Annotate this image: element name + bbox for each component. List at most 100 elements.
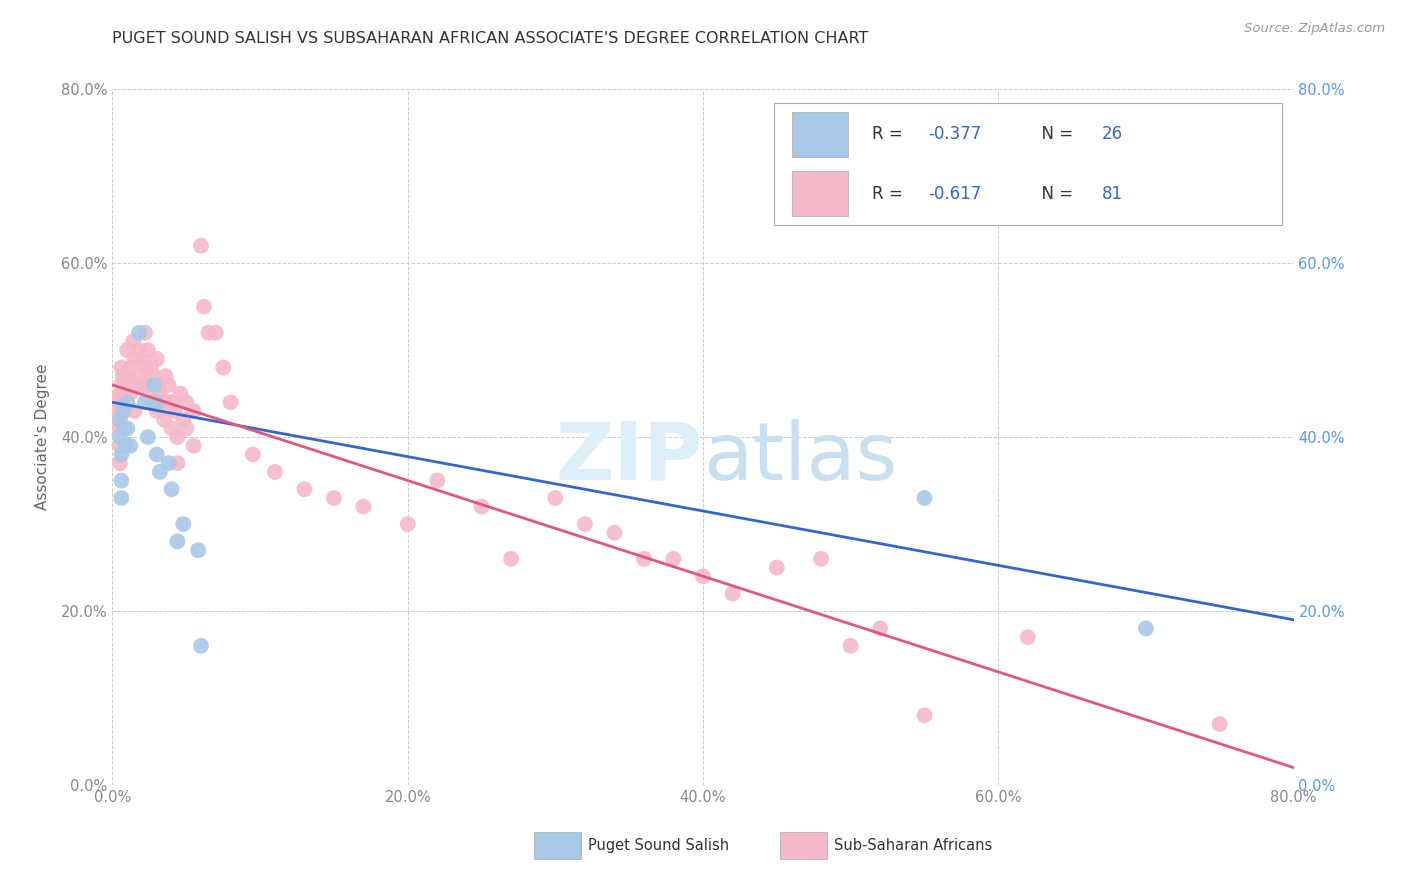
Point: [110, 360, 132, 375]
Point: [292, 482, 315, 496]
Point: [108, 430, 131, 444]
Point: [142, 395, 165, 409]
Point: [212, 360, 235, 375]
Point: [131, 377, 153, 392]
Text: Puget Sound Salish: Puget Sound Salish: [588, 838, 728, 853]
Point: [136, 343, 159, 357]
Point: [134, 360, 156, 375]
Point: [146, 447, 169, 462]
Point: [146, 377, 169, 392]
Point: [172, 412, 194, 426]
Point: [264, 465, 287, 479]
Point: [166, 456, 188, 470]
Point: [110, 491, 132, 505]
Point: [149, 386, 172, 401]
Text: Source: ZipAtlas.com: Source: ZipAtlas.com: [1244, 22, 1385, 36]
Point: [112, 386, 135, 401]
Point: [153, 412, 176, 426]
Point: [136, 377, 159, 392]
Point: [128, 369, 150, 384]
Point: [183, 439, 205, 453]
Text: R =: R =: [872, 126, 908, 144]
Point: [839, 639, 862, 653]
Point: [163, 404, 186, 418]
Text: R =: R =: [872, 185, 908, 202]
Point: [120, 360, 142, 375]
Point: [426, 474, 449, 488]
Point: [114, 439, 136, 453]
Point: [166, 534, 188, 549]
Point: [117, 421, 138, 435]
Text: PUGET SOUND SALISH VS SUBSAHARAN AFRICAN ASSOCIATE'S DEGREE CORRELATION CHART: PUGET SOUND SALISH VS SUBSAHARAN AFRICAN…: [112, 31, 869, 46]
Point: [352, 500, 374, 514]
Point: [124, 351, 146, 366]
Point: [134, 326, 156, 340]
Point: [155, 369, 177, 384]
Point: [157, 377, 180, 392]
Point: [124, 404, 146, 418]
Point: [396, 516, 419, 531]
Point: [574, 516, 596, 531]
Point: [190, 639, 212, 653]
Point: [205, 326, 228, 340]
Point: [139, 360, 162, 375]
Point: [183, 404, 205, 418]
Point: [139, 386, 162, 401]
Point: [633, 551, 655, 566]
Text: 26: 26: [1102, 126, 1123, 144]
Point: [1208, 717, 1232, 731]
Point: [810, 551, 832, 566]
Point: [501, 551, 523, 566]
Point: [110, 377, 132, 392]
Point: [112, 421, 135, 435]
Point: [721, 587, 744, 601]
Bar: [792, 171, 848, 216]
Text: Sub-Saharan Africans: Sub-Saharan Africans: [834, 838, 993, 853]
Point: [117, 395, 138, 409]
Point: [174, 421, 197, 435]
Point: [110, 474, 132, 488]
Point: [111, 369, 134, 384]
Point: [323, 491, 346, 505]
Point: [124, 377, 146, 392]
Text: ZIP: ZIP: [555, 419, 703, 497]
Point: [174, 395, 197, 409]
Point: [766, 560, 789, 574]
Point: [131, 351, 153, 366]
Point: [128, 326, 150, 340]
Text: atlas: atlas: [703, 419, 897, 497]
Point: [1017, 630, 1039, 644]
Point: [111, 404, 134, 418]
Point: [105, 395, 128, 409]
Point: [914, 708, 936, 723]
Point: [112, 404, 135, 418]
Point: [128, 343, 150, 357]
Point: [108, 421, 131, 435]
Point: [914, 491, 936, 505]
Point: [157, 456, 180, 470]
Point: [152, 395, 174, 409]
FancyBboxPatch shape: [773, 103, 1282, 225]
Point: [169, 386, 191, 401]
Point: [108, 404, 131, 418]
Point: [470, 500, 494, 514]
Point: [117, 369, 138, 384]
Point: [193, 300, 215, 314]
Point: [108, 412, 131, 426]
Point: [120, 439, 142, 453]
Point: [692, 569, 714, 583]
Point: [110, 447, 132, 462]
Point: [107, 412, 129, 426]
Point: [160, 482, 183, 496]
Text: N =: N =: [1032, 126, 1078, 144]
Point: [146, 404, 169, 418]
Point: [190, 238, 212, 253]
Bar: [792, 112, 848, 157]
Y-axis label: Associate's Degree: Associate's Degree: [35, 364, 49, 510]
Point: [120, 386, 142, 401]
Point: [160, 395, 183, 409]
Text: 81: 81: [1102, 185, 1123, 202]
Point: [197, 326, 219, 340]
Point: [166, 430, 188, 444]
Point: [134, 395, 156, 409]
